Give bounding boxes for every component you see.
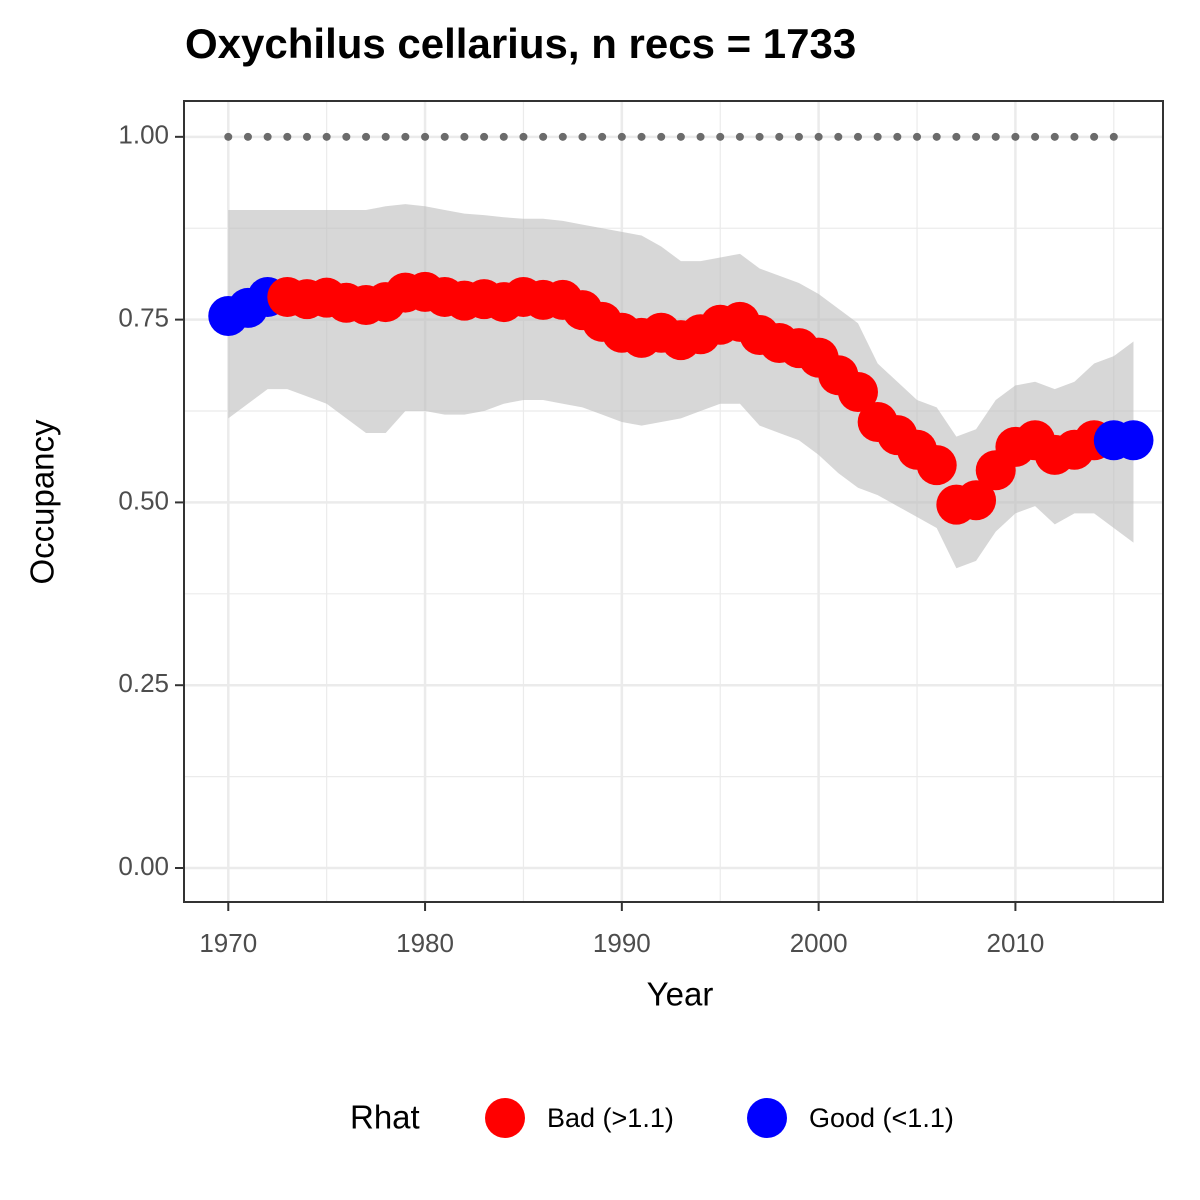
- reference-point: [873, 132, 882, 141]
- reference-point: [578, 132, 587, 141]
- y-tick-label: 1.00: [118, 120, 169, 150]
- reference-point: [263, 132, 272, 141]
- point: [956, 480, 997, 521]
- y-tick-label: 0.75: [118, 302, 169, 332]
- reference-point: [696, 132, 705, 141]
- reference-point: [972, 132, 981, 141]
- reference-point: [1070, 132, 1079, 141]
- reference-point: [224, 132, 233, 141]
- x-tick-label: 2010: [986, 928, 1044, 958]
- reference-point: [893, 132, 902, 141]
- x-axis-label: Year: [647, 976, 714, 1013]
- reference-point: [519, 132, 528, 141]
- reference-point: [853, 132, 862, 141]
- x-tick-label: 1970: [199, 928, 257, 958]
- x-tick-label: 2000: [790, 928, 848, 958]
- reference-point: [814, 132, 823, 141]
- reference-point: [480, 132, 489, 141]
- legend-title: Rhat: [350, 1099, 420, 1136]
- reference-point: [1011, 132, 1020, 141]
- reference-point: [342, 132, 351, 141]
- reference-point: [1031, 132, 1040, 141]
- legend-label: Bad (>1.1): [547, 1103, 674, 1133]
- reference-point: [243, 132, 252, 141]
- reference-point: [302, 132, 311, 141]
- reference-point: [1050, 132, 1059, 141]
- reference-point: [755, 132, 764, 141]
- reference-point: [362, 132, 371, 141]
- x-tick-label: 1990: [593, 928, 651, 958]
- legend-key: [485, 1098, 525, 1138]
- reference-point: [421, 132, 430, 141]
- reference-point: [322, 132, 331, 141]
- reference-point: [617, 132, 626, 141]
- reference-point: [775, 132, 784, 141]
- reference-point: [1090, 132, 1099, 141]
- reference-point: [794, 132, 803, 141]
- reference-point: [716, 132, 725, 141]
- reference-point: [558, 132, 567, 141]
- point: [1113, 420, 1154, 461]
- reference-point: [952, 132, 961, 141]
- reference-point: [499, 132, 508, 141]
- reference-point: [657, 132, 666, 141]
- legend-label: Good (<1.1): [809, 1103, 954, 1133]
- reference-point: [932, 132, 941, 141]
- reference-point: [381, 132, 390, 141]
- y-tick-label: 0.25: [118, 668, 169, 698]
- y-tick-label: 0.00: [118, 851, 169, 881]
- point: [916, 445, 957, 486]
- reference-point: [735, 132, 744, 141]
- reference-point: [539, 132, 548, 141]
- reference-point: [598, 132, 607, 141]
- reference-point: [283, 132, 292, 141]
- legend-key: [747, 1098, 787, 1138]
- reference-point: [991, 132, 1000, 141]
- reference-point: [913, 132, 922, 141]
- y-tick-label: 0.50: [118, 485, 169, 515]
- reference-point: [637, 132, 646, 141]
- reference-point: [676, 132, 685, 141]
- chart-title: Oxychilus cellarius, n recs = 1733: [185, 20, 856, 67]
- point: [837, 372, 878, 413]
- reference-point: [440, 132, 449, 141]
- y-axis-label: Occupancy: [24, 419, 61, 585]
- reference-point: [834, 132, 843, 141]
- reference-point: [401, 132, 410, 141]
- x-tick-label: 1980: [396, 928, 454, 958]
- reference-point: [1109, 132, 1118, 141]
- reference-point: [460, 132, 469, 141]
